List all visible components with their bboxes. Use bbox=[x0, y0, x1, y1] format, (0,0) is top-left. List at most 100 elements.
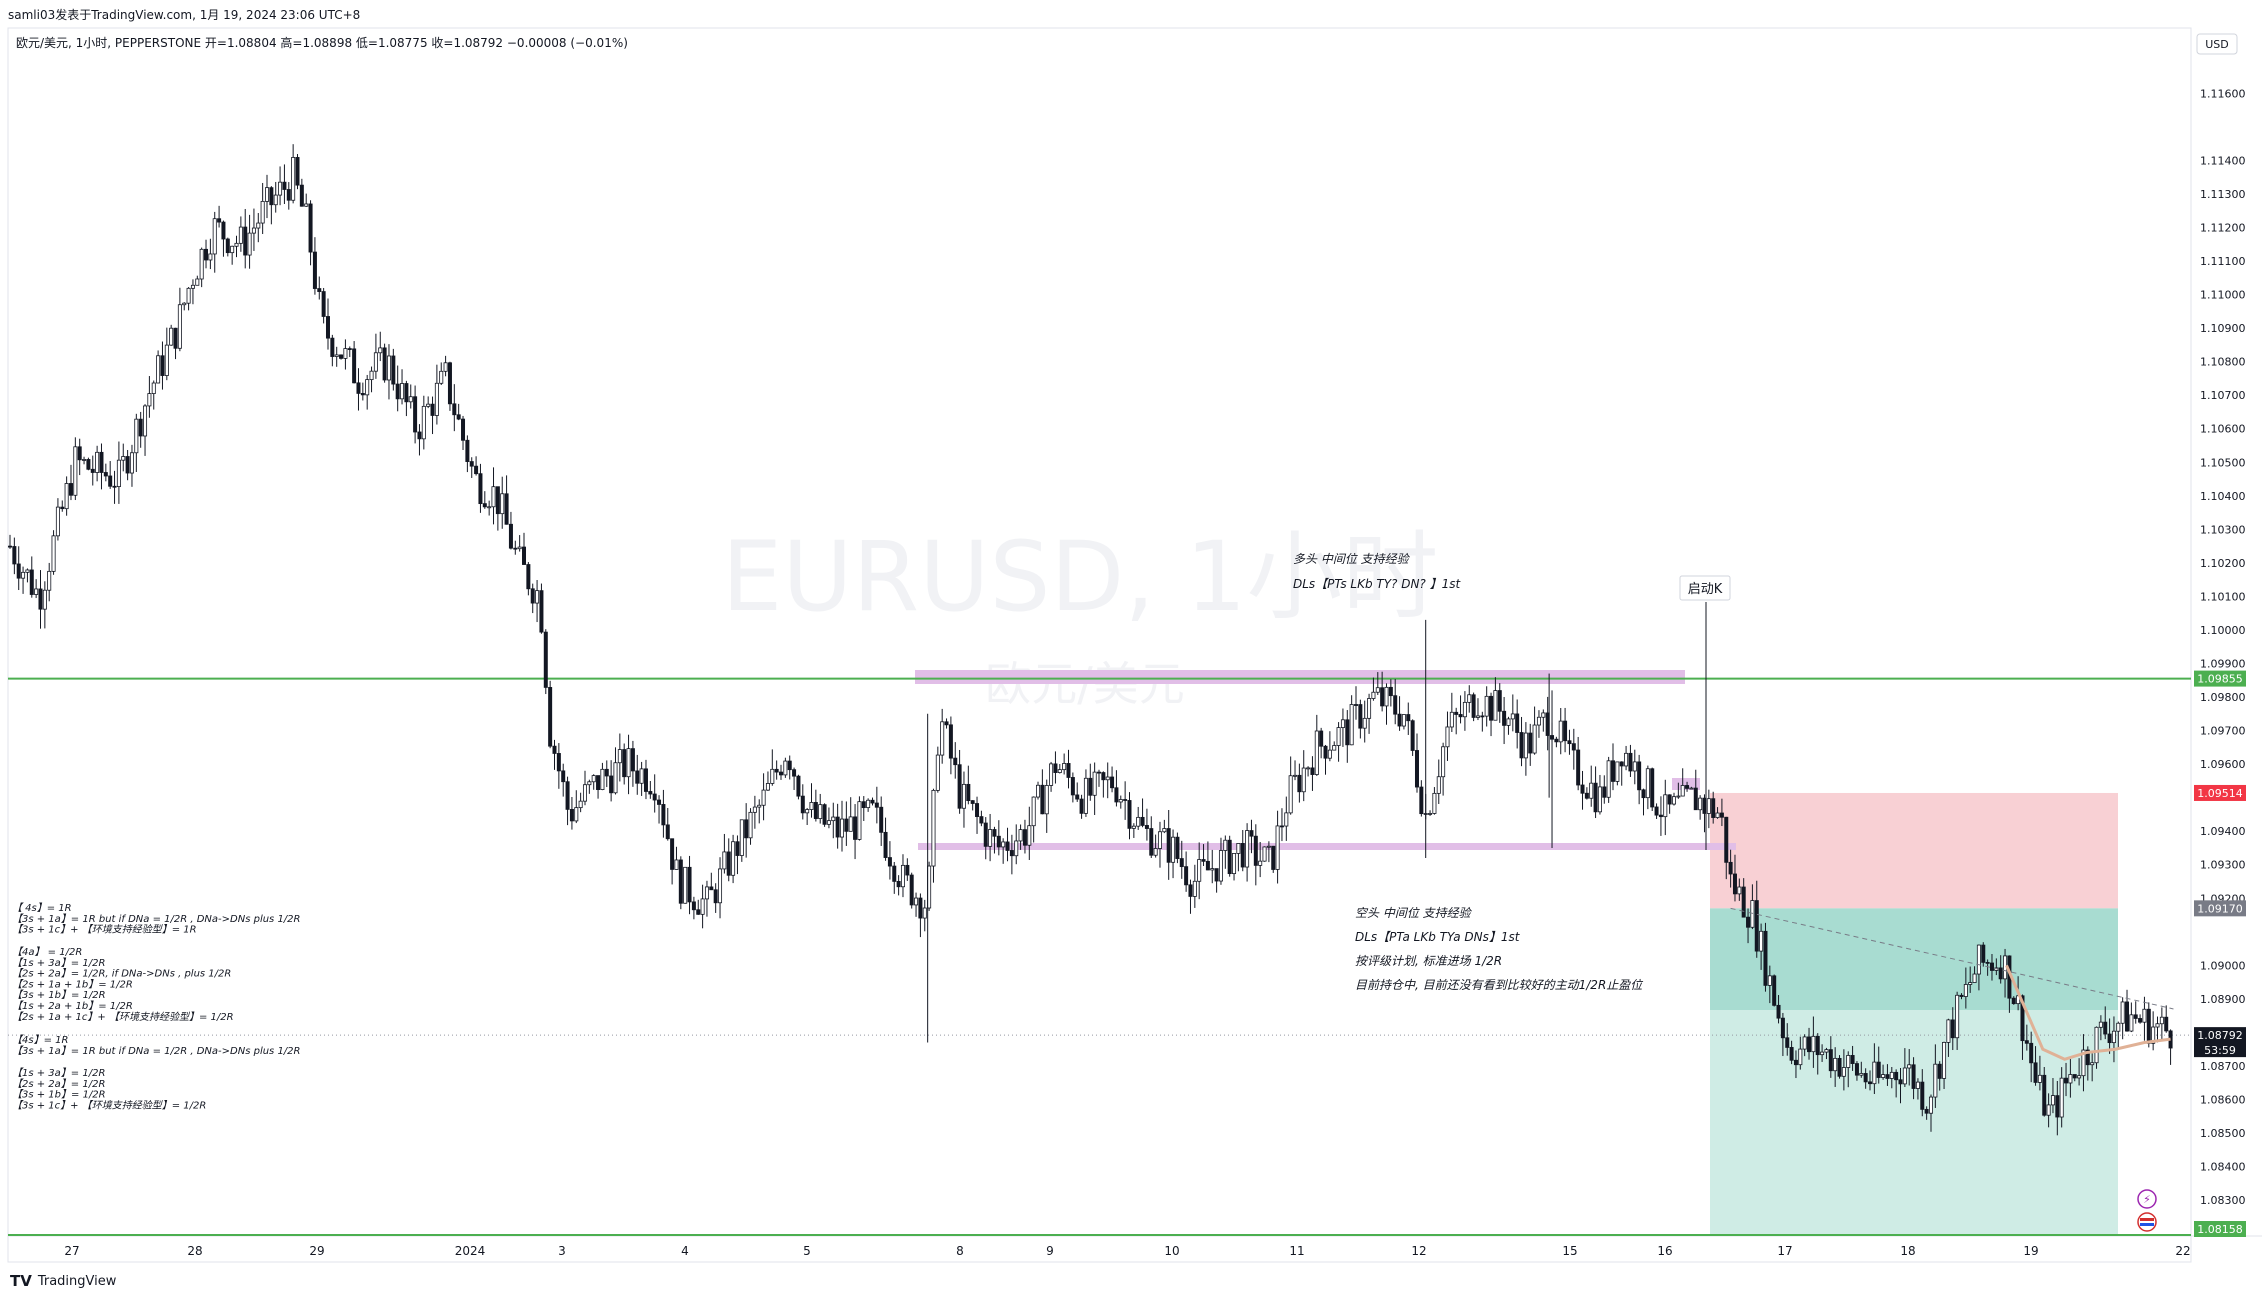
candle bbox=[752, 795, 757, 829]
candle-body bbox=[1144, 825, 1149, 829]
candle-body bbox=[1811, 1035, 1816, 1053]
candle bbox=[500, 476, 505, 529]
target-price-tag bbox=[2194, 1221, 2246, 1237]
candle bbox=[2029, 1031, 2034, 1083]
candle bbox=[238, 216, 243, 252]
candle-body bbox=[456, 414, 461, 420]
candle-body bbox=[164, 344, 169, 376]
start-k-box[interactable] bbox=[1679, 575, 1731, 601]
candle-body bbox=[1597, 786, 1602, 813]
candle-body bbox=[940, 721, 945, 756]
price-tick-label: 1.08500 bbox=[2200, 1127, 2246, 1140]
candle-body bbox=[90, 468, 95, 473]
candle-body bbox=[204, 248, 209, 261]
candle bbox=[1597, 774, 1602, 815]
candle-body bbox=[421, 405, 426, 440]
candle bbox=[805, 807, 810, 825]
candle bbox=[1214, 868, 1219, 893]
candle bbox=[975, 796, 980, 834]
candle-body bbox=[291, 157, 296, 201]
candle bbox=[2037, 1055, 2042, 1091]
time-axis[interactable]: 27 28 29 2024 3 4 5 8 9 10 11 12 15 16 17 18 19 22 bbox=[64, 1244, 2190, 1258]
candle-body bbox=[1388, 686, 1393, 697]
flag-icon[interactable] bbox=[2137, 1212, 2157, 1232]
candle-body bbox=[112, 485, 117, 488]
candle bbox=[1628, 744, 1633, 777]
candle-body bbox=[1306, 767, 1311, 770]
candle bbox=[1807, 1027, 1812, 1060]
candle-body bbox=[369, 370, 374, 381]
candle-body bbox=[626, 748, 631, 778]
candle-body bbox=[60, 506, 65, 510]
currency-button[interactable] bbox=[2196, 33, 2238, 55]
time-tick-label: 12 bbox=[1411, 1244, 1426, 1258]
candle-body bbox=[221, 221, 226, 240]
candle-body bbox=[265, 187, 270, 202]
tradingview-logo[interactable]: 𝗧𝗩 TradingView bbox=[10, 1272, 116, 1290]
candle bbox=[905, 858, 910, 881]
mid-band[interactable] bbox=[918, 843, 1736, 850]
candle-body bbox=[1737, 886, 1742, 895]
profit-zone[interactable] bbox=[1710, 908, 2118, 1010]
candle-body bbox=[1179, 858, 1184, 868]
candle bbox=[770, 749, 775, 786]
candle-body bbox=[1645, 768, 1650, 799]
candle bbox=[1724, 816, 1729, 880]
candle bbox=[1484, 686, 1489, 727]
candle bbox=[391, 348, 396, 391]
candle-body bbox=[195, 278, 200, 286]
candle bbox=[60, 500, 65, 512]
candle bbox=[1868, 1070, 1873, 1091]
candle-body bbox=[1406, 714, 1411, 722]
candle-body bbox=[1536, 716, 1541, 726]
candle bbox=[108, 461, 113, 489]
candle-body bbox=[1968, 982, 1973, 985]
lightning-icon[interactable] bbox=[2137, 1189, 2157, 1209]
candle-body bbox=[2111, 1030, 2116, 1044]
candle-body bbox=[761, 789, 766, 806]
candle-body bbox=[1323, 745, 1328, 759]
candle-body bbox=[295, 157, 300, 186]
price-axis[interactable]: 1.11600 1.11400 1.11300 1.11200 1.11100 1.110… bbox=[2200, 87, 2246, 1207]
profit-zone-lower[interactable] bbox=[1710, 1010, 2118, 1235]
time-tick-label: 8 bbox=[956, 1244, 964, 1258]
small-band[interactable] bbox=[1672, 778, 1700, 790]
candle-body bbox=[439, 370, 444, 384]
candle bbox=[1401, 714, 1406, 730]
candle-body bbox=[1275, 825, 1280, 870]
candle bbox=[1406, 702, 1411, 735]
stop-loss-zone[interactable] bbox=[1710, 792, 2118, 909]
tv-logo-icon: 𝗧𝗩 bbox=[10, 1272, 32, 1290]
candle-body bbox=[704, 886, 709, 900]
candle-body bbox=[400, 383, 405, 400]
candle-body bbox=[752, 806, 757, 813]
candle bbox=[447, 361, 452, 411]
candle bbox=[1989, 953, 1994, 981]
candle-body bbox=[343, 348, 348, 359]
candle bbox=[482, 491, 487, 509]
candle-body bbox=[1009, 850, 1014, 857]
candle-body bbox=[1702, 797, 1707, 814]
candle bbox=[1719, 798, 1724, 827]
candle-body bbox=[286, 189, 291, 201]
resistance-band[interactable] bbox=[915, 670, 1685, 684]
candle bbox=[1528, 723, 1533, 766]
candle-body bbox=[1236, 843, 1241, 854]
candle-body bbox=[1149, 828, 1154, 856]
candle bbox=[1092, 762, 1097, 815]
candle-body bbox=[2055, 1095, 2060, 1118]
candle-body bbox=[1201, 859, 1206, 862]
candle-body bbox=[630, 748, 635, 772]
short-annotation-line: 空头 中间位 支持经验 bbox=[1355, 906, 1473, 920]
candle bbox=[1576, 736, 1581, 791]
candle bbox=[652, 774, 657, 813]
candle bbox=[1414, 733, 1419, 793]
candle-body bbox=[55, 506, 60, 537]
candle-body bbox=[1719, 812, 1724, 818]
candle bbox=[352, 341, 357, 384]
candle bbox=[413, 385, 418, 444]
candle-body bbox=[665, 824, 670, 840]
price-tick-label: 1.11200 bbox=[2200, 221, 2246, 234]
candle-body bbox=[1754, 900, 1759, 952]
